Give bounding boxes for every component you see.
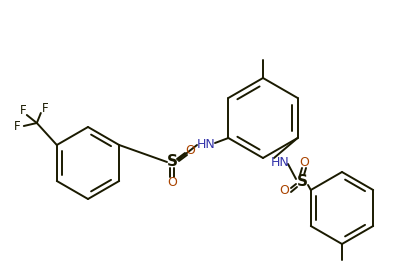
Text: F: F xyxy=(13,120,20,134)
Text: O: O xyxy=(185,143,195,156)
Text: O: O xyxy=(279,185,289,197)
Text: O: O xyxy=(167,176,177,189)
Text: S: S xyxy=(166,155,177,169)
Text: HN: HN xyxy=(197,138,215,151)
Text: F: F xyxy=(20,105,26,118)
Text: F: F xyxy=(42,102,48,115)
Text: HN: HN xyxy=(271,156,289,168)
Text: O: O xyxy=(299,156,309,169)
Text: S: S xyxy=(297,173,308,189)
